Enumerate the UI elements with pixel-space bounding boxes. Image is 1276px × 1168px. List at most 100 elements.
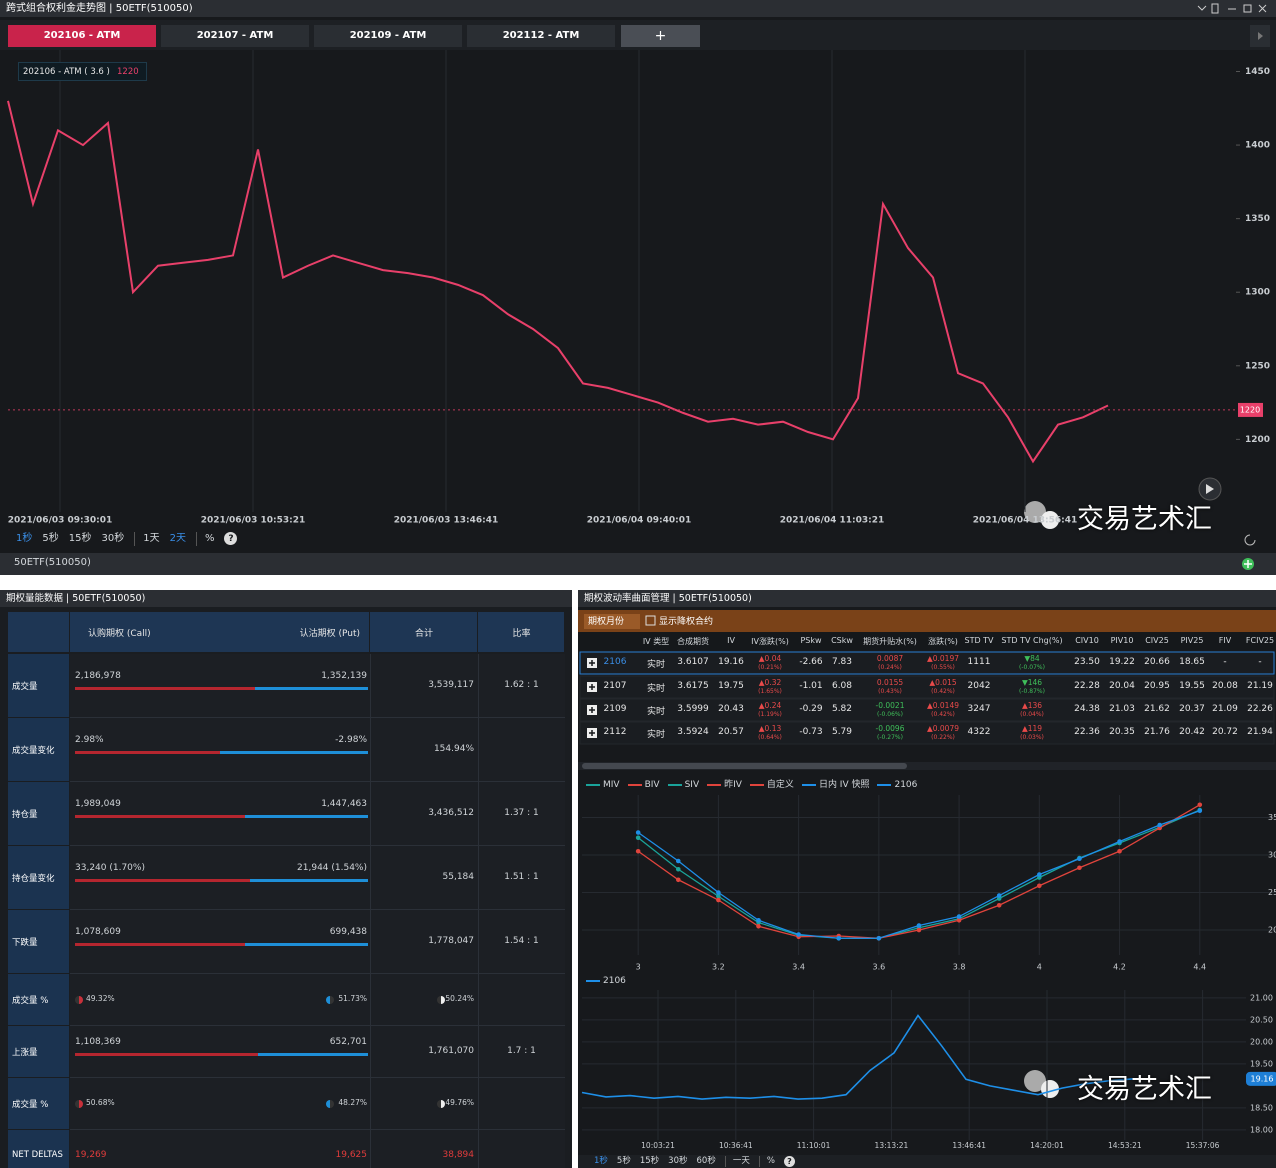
smile-point: [956, 914, 962, 919]
time-toolbar: 1秒 5秒 15秒 30秒 1天 2天%?: [16, 532, 238, 546]
row-cell: [70, 846, 565, 910]
legend-label: 2106: [894, 780, 918, 790]
maximize-icon[interactable]: [1243, 4, 1252, 13]
divider: [370, 782, 371, 846]
current-value-label: 19.16: [1251, 1074, 1274, 1083]
put-pie: [326, 1100, 334, 1108]
time-option[interactable]: 30秒: [668, 1156, 688, 1166]
header-cell: [70, 612, 369, 652]
table-cell: 实时: [646, 707, 665, 717]
column-header: PSkw: [800, 636, 822, 645]
header-call: 认购期权 (Call): [88, 629, 151, 639]
scrollbar-track: [578, 762, 1276, 770]
smile-point: [1037, 883, 1042, 889]
tab[interactable]: 202107 - ATM: [161, 25, 309, 47]
watermark-icon: [1024, 1070, 1046, 1092]
refresh-icon[interactable]: [1244, 534, 1256, 546]
table-cell: 20.37: [1179, 704, 1205, 714]
time-option[interactable]: 一天: [724, 1156, 750, 1167]
table-cell: 0.0155: [876, 678, 904, 687]
put-bar: [250, 879, 368, 882]
time-option[interactable]: 1秒: [16, 533, 33, 544]
table-cell: 1111: [967, 657, 991, 667]
time-option[interactable]: 2天: [169, 533, 186, 544]
call-bar: [75, 879, 250, 882]
row-cell: [70, 654, 565, 718]
smile-point: [675, 858, 681, 864]
y-tick-label: 18.00: [1250, 1125, 1273, 1134]
table-cell: -1.01: [799, 681, 823, 691]
table-header-bg: [578, 632, 1276, 650]
menu-icon[interactable]: [1197, 5, 1207, 11]
time-option[interactable]: 1秒: [594, 1156, 608, 1166]
tab[interactable]: 202109 - ATM: [314, 25, 462, 47]
call-bar: [75, 815, 245, 818]
table-cell: 20.08: [1212, 681, 1238, 691]
legend-swatch: [586, 980, 600, 982]
add-tab[interactable]: +: [621, 25, 700, 47]
divider: [478, 1078, 479, 1130]
table-cell-sub: (-0.06%): [877, 711, 903, 718]
table-cell: ▲136: [1021, 701, 1043, 710]
column-header: FIV: [1218, 636, 1232, 645]
watermark: 交易艺术汇: [1077, 504, 1212, 535]
x-tick-label: 2021/06/04 11:03:21: [780, 516, 885, 526]
smile-point: [1077, 865, 1082, 871]
y-tick-label: 1250: [1245, 361, 1270, 371]
time-option[interactable]: 5秒: [616, 1156, 631, 1166]
price-line: [7, 100, 1109, 464]
current-value-box: [1246, 1071, 1276, 1086]
divider: [478, 654, 479, 718]
row-label: NET DELTAS: [12, 1150, 63, 1160]
x-tick-label: 2021/06/03 09:30:01: [8, 516, 113, 526]
y-tick-label: 20: [1268, 926, 1276, 935]
y-tick-label: 1300: [1245, 288, 1270, 298]
legend-swatch: [749, 784, 764, 786]
table-cell: 22.28: [1074, 681, 1100, 691]
time-option[interactable]: %: [758, 1156, 775, 1167]
table-cell: 21.09: [1212, 704, 1238, 714]
close-icon[interactable]: [1258, 4, 1267, 13]
total-value: 154.94%: [433, 744, 474, 754]
table-cell: 21.94: [1247, 727, 1273, 737]
tab[interactable]: 202106 - ATM: [8, 25, 156, 47]
straddle-chart: 2021/06/03 09:30:01 2021/06/03 10:53:21 20…: [0, 0, 1276, 575]
call-value: 19,269: [75, 1150, 107, 1160]
legend-swatch: [667, 784, 682, 786]
table-cell: 3247: [967, 704, 991, 714]
month-button-bg[interactable]: [584, 614, 640, 629]
checkbox[interactable]: [645, 615, 656, 626]
y-tick-label: 30: [1268, 851, 1276, 860]
column-header: 涨跌(%): [928, 637, 958, 646]
call-value: 49.32%: [86, 994, 115, 1003]
row-label-cell: [8, 846, 69, 909]
time-option[interactable]: 30秒: [101, 533, 125, 544]
total-pie: [437, 1100, 445, 1108]
pin-icon[interactable]: [1211, 3, 1219, 14]
y-tick-label: 20.00: [1250, 1037, 1273, 1046]
time-option[interactable]: 60秒: [696, 1156, 716, 1166]
time-option[interactable]: 1天: [134, 532, 160, 546]
time-option[interactable]: 5秒: [42, 533, 59, 544]
time-option[interactable]: 15秒: [68, 533, 92, 544]
table-cell: 19.55: [1179, 681, 1205, 691]
smile-point: [635, 848, 641, 854]
table-cell: 20.72: [1212, 727, 1238, 737]
header-ratio: 比率: [512, 629, 531, 639]
smile-point: [1037, 872, 1042, 877]
scrollbar-thumb[interactable]: [582, 763, 907, 769]
time-option[interactable]: %: [195, 532, 214, 546]
row-label: 成交量 %: [12, 996, 49, 1006]
help-button[interactable]: ?: [224, 532, 238, 545]
checkbox-label[interactable]: 显示降权合约: [659, 617, 714, 627]
table-cell: -0.29: [799, 704, 823, 714]
time-option[interactable]: 15秒: [639, 1156, 660, 1166]
help-button[interactable]: ?: [783, 1156, 795, 1167]
column-header: CIV10: [1075, 636, 1099, 645]
table-cell-sub: (0.42%): [931, 711, 955, 718]
tab[interactable]: 202112 - ATM: [467, 25, 615, 47]
month-button[interactable]: 期权月份: [588, 617, 625, 627]
smile-point: [796, 932, 801, 937]
row-label: 成交量变化: [12, 746, 55, 756]
put-value: 1,352,139: [321, 671, 367, 681]
